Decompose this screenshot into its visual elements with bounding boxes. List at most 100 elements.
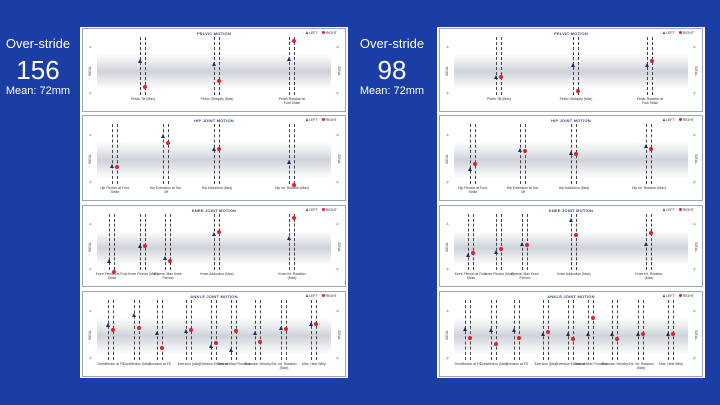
metric-label: Hip Int. Rotation (Max) — [632, 186, 666, 190]
arrow-down-icon: ▼ — [445, 91, 450, 97]
report-sheet-right: PELVIC MOTION LEFT RIGHT IDEAL IDEAL ▲ ▼ ▲ ▼ Pelv… — [437, 27, 705, 378]
metric-label: Knee Adduction (Max) — [200, 272, 234, 276]
metric-guide-line — [108, 300, 109, 360]
metric-guide-line — [617, 300, 618, 360]
metric-guide-line — [139, 300, 140, 360]
joint-motion-panel: KNEE JOINT MOTION LEFT RIGHT IDEAL IDEAL ▲ ▼ ▲ ▼… — [439, 205, 703, 287]
arrow-up-icon: ▲ — [445, 132, 450, 138]
legend-left-label: LEFT — [666, 118, 675, 122]
right-value-marker — [546, 330, 550, 334]
metric-guide-line — [525, 124, 526, 184]
side-label-left: IDEAL — [88, 154, 92, 165]
metric-label: Pelvic Tilt (Max) — [487, 97, 511, 101]
legend-left-triangle-icon — [306, 31, 309, 34]
metric-guide-line — [527, 214, 528, 270]
left-value-marker — [463, 327, 467, 331]
metric-label: Hip Extension at Toe-Off — [506, 186, 540, 194]
metric-guide-line — [219, 124, 220, 184]
side-label-left: IDEAL — [88, 330, 92, 341]
legend: LEFT RIGHT — [663, 294, 694, 298]
metric-guide-line — [470, 300, 471, 360]
left-value-marker — [566, 332, 570, 336]
side-label-left: IDEAL — [445, 330, 449, 341]
metric-label: Knee Flexion (Max) — [128, 272, 158, 276]
metric-guide-line — [165, 214, 166, 270]
side-label-right: IDEAL — [694, 330, 698, 341]
arrow-up-icon: ▲ — [335, 132, 340, 138]
metric-guide-line — [576, 214, 577, 270]
left-value-marker — [212, 232, 216, 236]
metric-guide-line — [571, 214, 572, 270]
right-value-marker — [641, 332, 645, 336]
joint-motion-panel: ANKLE JOINT MOTION LEFT RIGHT IDEAL IDEAL ▲ ▼ ▲… — [439, 291, 703, 377]
metric-guide-line — [646, 124, 647, 184]
panel-title: PELVIC MOTION — [554, 31, 588, 36]
left-value-marker — [253, 331, 257, 335]
metric-guide-line — [211, 300, 212, 360]
stat-mean: Mean: 72mm — [359, 85, 425, 97]
metric-guide-line — [294, 37, 295, 95]
left-value-marker — [666, 332, 670, 336]
metric-label: Knee Int. Rotation (Max) — [278, 272, 306, 280]
side-label-right: IDEAL — [337, 65, 341, 76]
metric-guide-line — [651, 214, 652, 270]
metric-label: Dorsiflexion (Max) — [480, 362, 508, 366]
left-value-marker — [541, 332, 545, 336]
metric-guide-line — [289, 37, 290, 95]
metric-label: Hip Flexion at Foot-Strike — [100, 186, 130, 194]
metric-label: Pelvic Obliquity (Max) — [200, 97, 234, 101]
left-value-marker — [229, 348, 233, 352]
side-label-right: IDEAL — [694, 154, 698, 165]
right-value-marker — [160, 346, 164, 350]
legend-left-label: LEFT — [309, 294, 318, 298]
metric-guide-line — [145, 37, 146, 95]
legend-left-label: LEFT — [666, 31, 675, 35]
right-value-marker — [189, 328, 193, 332]
metric-guide-line — [170, 214, 171, 270]
left-value-marker — [212, 62, 216, 66]
arrow-down-icon: ▼ — [88, 267, 93, 273]
right-value-marker — [115, 165, 119, 169]
left-value-marker — [184, 329, 188, 333]
metric-guide-line — [311, 300, 312, 360]
metric-guide-line — [140, 214, 141, 270]
left-value-marker — [645, 63, 649, 67]
arrow-up-icon: ▲ — [88, 221, 93, 227]
joint-motion-panel: HIP JOINT MOTION LEFT RIGHT IDEAL IDEAL ▲ ▼ ▲ ▼ H… — [439, 115, 703, 201]
legend-right-label: RIGHT — [325, 118, 337, 122]
right-value-marker — [284, 327, 288, 331]
right-value-marker — [650, 59, 654, 63]
metric-guide-line — [281, 300, 282, 360]
right-value-marker — [112, 270, 116, 274]
metric-guide-line — [134, 300, 135, 360]
right-value-marker — [494, 342, 498, 346]
metric-guide-line — [468, 214, 469, 270]
metric-label: Pelvic Rotation at Foot Strike — [278, 97, 306, 105]
arrow-up-icon: ▲ — [335, 221, 340, 227]
metric-label: Dorsiflexion at FS — [454, 362, 482, 366]
metric-guide-line — [109, 214, 110, 270]
metric-guide-line — [289, 124, 290, 184]
metric-label: Knee Flexion (Max) — [484, 272, 514, 276]
legend-right-dot-icon — [321, 118, 325, 121]
metric-label: Hip Adduction (Max) — [558, 186, 590, 190]
metric-label: Knee Adduction (Max) — [557, 272, 591, 276]
metric-label: Knee Int. Rotation (Max) — [635, 272, 663, 280]
right-value-marker — [591, 316, 595, 320]
joint-motion-panel: PELVIC MOTION LEFT RIGHT IDEAL IDEAL ▲ ▼ ▲ ▼ Pelv… — [439, 28, 703, 112]
left-value-marker — [155, 331, 159, 335]
metric-guide-line — [114, 214, 115, 270]
panel-title: KNEE JOINT MOTION — [548, 208, 594, 213]
left-value-marker — [571, 63, 575, 67]
metric-guide-line — [214, 37, 215, 95]
left-value-marker — [138, 244, 142, 248]
right-value-marker — [143, 244, 147, 248]
arrow-up-icon: ▲ — [445, 221, 450, 227]
metric-label: Pelvic Tilt (Max) — [131, 97, 155, 101]
arrow-up-icon: ▲ — [335, 44, 340, 50]
arrow-up-icon: ▲ — [88, 132, 93, 138]
legend-right-label: RIGHT — [325, 31, 337, 35]
arrow-up-icon: ▲ — [445, 308, 450, 314]
metric-guide-line — [520, 124, 521, 184]
left-value-marker — [466, 253, 470, 257]
